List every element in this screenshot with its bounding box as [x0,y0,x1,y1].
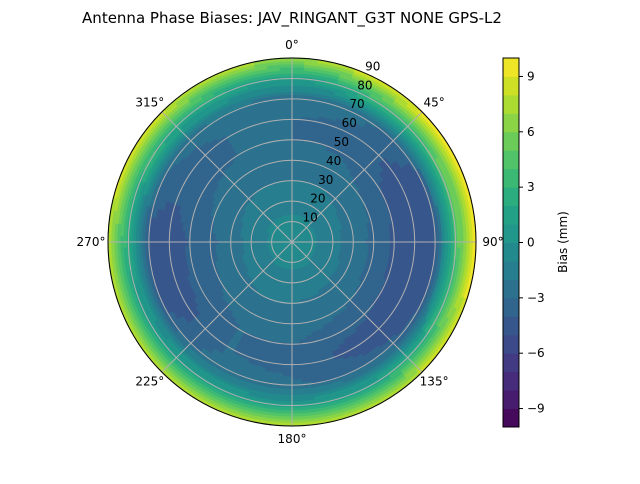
chart-title: Antenna Phase Biases: JAV_RINGANT_G3T NO… [82,9,502,28]
